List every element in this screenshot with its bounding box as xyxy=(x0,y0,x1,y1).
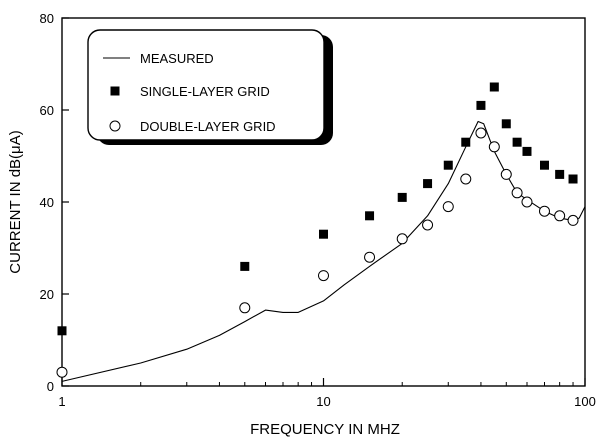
double-layer-grid-point xyxy=(56,366,68,378)
x-tick-label: 1 xyxy=(58,394,65,409)
double-layer-grid-point xyxy=(521,196,533,208)
single-layer-grid-point xyxy=(539,160,549,170)
double-layer-grid-point xyxy=(488,141,500,153)
double-layer-grid-point xyxy=(460,173,472,185)
legend-single-layer-label: SINGLE-LAYER GRID xyxy=(140,84,270,99)
legend-measured-label: MEASURED xyxy=(140,51,214,66)
single-layer-grid-point xyxy=(512,137,522,147)
legend-box xyxy=(87,29,325,141)
single-layer-grid-point xyxy=(423,179,433,189)
legend: MEASURED SINGLE-LAYER GRID DOUBLE-LAYER … xyxy=(87,29,333,145)
double-layer-grid-point xyxy=(554,210,566,222)
single-layer-grid-point xyxy=(57,326,67,336)
legend-double-layer-marker xyxy=(109,120,121,132)
double-layer-grid-point xyxy=(475,127,487,139)
single-layer-grid-point xyxy=(555,169,565,179)
single-layer-grid-point xyxy=(476,100,486,110)
y-tick-label: 40 xyxy=(40,195,54,210)
y-tick-label: 20 xyxy=(40,287,54,302)
double-layer-grid-point xyxy=(422,219,434,231)
single-layer-grid-point xyxy=(501,119,511,129)
y-tick-label: 60 xyxy=(40,103,54,118)
double-layer-grid-point xyxy=(511,187,523,199)
single-layer-grid-point xyxy=(365,211,375,221)
y-tick-label: 0 xyxy=(47,379,54,394)
x-axis-ticks: 1 10 100 xyxy=(58,378,596,409)
double-layer-grid-point xyxy=(567,214,579,226)
x-axis-title: FREQUENCY IN MHZ xyxy=(250,421,400,438)
x-tick-label: 10 xyxy=(316,394,330,409)
double-layer-grid-point xyxy=(500,168,512,180)
legend-single-layer-marker xyxy=(110,86,120,96)
single-layer-grid-point xyxy=(568,174,578,184)
legend-double-layer-label: DOUBLE-LAYER GRID xyxy=(140,119,276,134)
y-axis-ticks: 0 20 40 60 80 xyxy=(40,11,69,394)
y-tick-label: 80 xyxy=(40,11,54,26)
double-layer-grid-point xyxy=(364,251,376,263)
y-axis-title: CURRENT IN dB(μA) xyxy=(7,130,24,273)
measured-series-line xyxy=(61,120,586,382)
single-layer-grid-point xyxy=(319,229,328,239)
single-layer-grid-point xyxy=(240,261,250,271)
single-layer-grid-point xyxy=(443,160,453,170)
single-layer-grid-point xyxy=(461,137,471,147)
x-tick-label: 100 xyxy=(574,394,596,409)
double-layer-grid-point xyxy=(442,201,454,213)
single-layer-grid-point xyxy=(489,82,499,92)
single-layer-grid-point xyxy=(522,146,532,156)
double-layer-grid-point xyxy=(239,302,251,314)
double-layer-grid-point xyxy=(538,205,550,217)
series-layer xyxy=(56,82,586,382)
double-layer-grid-point xyxy=(396,233,408,245)
single-layer-grid-point xyxy=(397,192,407,202)
double-layer-grid-point xyxy=(318,270,329,282)
